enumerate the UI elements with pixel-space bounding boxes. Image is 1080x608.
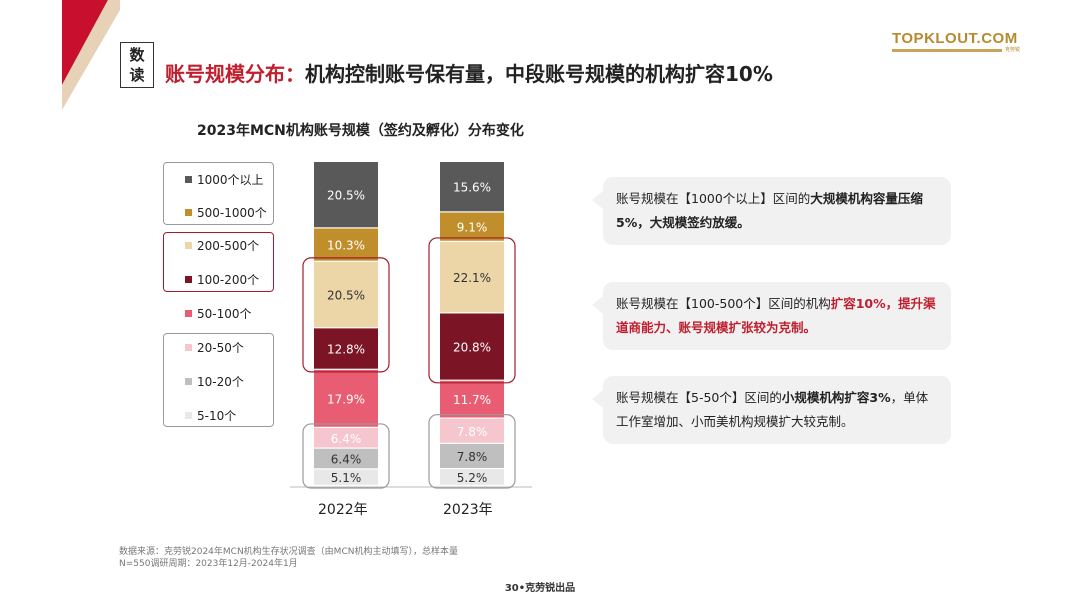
highlight-box-mid	[428, 237, 516, 384]
bar-segment	[314, 369, 378, 427]
brand-logo-name: TOPKLOUT.COM	[892, 30, 1018, 47]
bar-segment	[440, 469, 504, 485]
legend-swatch	[185, 275, 192, 283]
brand-logo-tagline: 克劳锐	[892, 48, 1020, 53]
callout-3-bold: 小规模机构扩容3%	[781, 390, 891, 405]
legend-label: 10-20个	[197, 374, 244, 389]
bar-data-label: 11.7%	[453, 393, 491, 407]
bar-data-label: 17.9%	[327, 392, 365, 406]
callout-3-tail: ，单体工作室增加、小而美机构规模扩大较克制。	[616, 390, 929, 429]
highlight-box-small	[428, 414, 516, 489]
bar-segment	[314, 261, 378, 328]
legend-item: 50-100个	[185, 304, 252, 322]
bar-data-label: 20.5%	[327, 289, 365, 303]
legend-item: 100-200个	[185, 270, 259, 288]
page-title: 账号规模分布：机构控制账号保有量，中段账号规模的机构扩容10%	[165, 58, 773, 87]
legend-group-box-bottom	[163, 333, 274, 427]
bar-segment	[314, 328, 378, 369]
data-source-line-1: 数据来源：克劳锐2024年MCN机构生存状况调查（由MCN机构主动填写），总样本…	[119, 547, 458, 557]
bar-data-label: 12.8%	[327, 343, 365, 357]
data-source-line-2: N=550调研周期：2023年12月-2024年1月	[119, 559, 298, 569]
legend-swatch	[185, 208, 192, 216]
page-footer: 30•克劳锐出品	[504, 583, 576, 594]
callout-2-text: 账号规模在【100-500个】区间的机构	[616, 296, 831, 311]
bar-segment	[314, 427, 378, 448]
bar-data-label: 7.8%	[457, 425, 488, 439]
bar-segment	[314, 448, 378, 469]
brand-logo: TOPKLOUT.COM 克劳锐	[892, 30, 1020, 53]
legend-label: 50-100个	[197, 306, 252, 321]
callout-mid-scale: 账号规模在【100-500个】区间的机构扩容10%，提升渠道商能力、账号规模扩张…	[592, 282, 951, 350]
bar-segment	[440, 418, 504, 443]
insight-badge: 数 读	[120, 42, 154, 88]
legend-swatch	[185, 241, 192, 249]
bar-segment	[440, 380, 504, 418]
bar-data-label: 9.1%	[457, 221, 488, 235]
bar-data-label: 10.3%	[327, 239, 365, 253]
callout-large-scale: 账号规模在【1000个以上】区间的大规模机构容量压缩5%，大规模签约放缓。	[592, 177, 951, 245]
legend-label: 100-200个	[197, 272, 260, 287]
legend-swatch	[185, 343, 192, 351]
callout-3-text: 账号规模在【5-50个】区间的	[616, 390, 782, 405]
badge-line-1: 数	[129, 46, 145, 64]
legend-swatch	[185, 175, 192, 183]
bar-data-label: 20.5%	[327, 189, 365, 203]
callout-2-highlight: 扩容10%，提升渠道商能力、账号规模扩张较为克制。	[616, 296, 936, 335]
highlight-box-mid	[302, 257, 390, 373]
bar-segment	[314, 469, 378, 485]
legend-group-box-top	[163, 162, 274, 225]
legend-item: 20-50个	[185, 338, 244, 356]
bar-data-label: 5.1%	[331, 471, 362, 485]
legend-label: 500-1000个	[197, 205, 267, 220]
legend-swatch	[185, 411, 192, 419]
bar-segment	[314, 228, 378, 261]
x-tick-label-2022: 2022年	[318, 502, 368, 518]
chart-title: 2023年MCN机构账号规模（签约及孵化）分布变化	[197, 123, 524, 139]
legend-label: 200-500个	[197, 238, 260, 253]
callout-1-bold: 大规模机构容量压缩5%，大规模签约放缓。	[616, 191, 923, 230]
legend-item: 10-20个	[185, 372, 244, 390]
bar-segment	[440, 241, 504, 313]
legend-item: 5-10个	[185, 406, 236, 424]
bar-segment	[440, 212, 504, 241]
legend-label: 1000个以上	[197, 172, 264, 187]
callout-1-text: 账号规模在【1000个以上】区间的	[616, 191, 811, 206]
bar-data-label: 22.1%	[453, 271, 491, 285]
bar-data-label: 6.4%	[331, 453, 362, 467]
badge-line-2: 读	[129, 66, 145, 84]
bar-data-label: 15.6%	[453, 181, 491, 195]
legend-item: 1000个以上	[185, 170, 264, 188]
x-tick-label-2023: 2023年	[443, 502, 493, 518]
legend-group-box-mid	[163, 232, 274, 292]
callout-small-scale: 账号规模在【5-50个】区间的小规模机构扩容3%，单体工作室增加、小而美机构规模…	[592, 376, 951, 444]
page-title-main: 机构控制账号保有量，中段账号规模的机构扩容10%	[305, 62, 773, 86]
bar-segment	[440, 443, 504, 468]
bar-data-label: 6.4%	[331, 432, 362, 446]
legend-label: 20-50个	[197, 340, 244, 355]
bar-data-label: 7.8%	[457, 450, 488, 464]
corner-decoration	[62, 0, 120, 110]
bar-data-label: 5.2%	[457, 471, 488, 485]
bar-segment	[314, 162, 378, 228]
legend-swatch	[185, 309, 192, 317]
legend-item: 200-500个	[185, 236, 259, 254]
bar-segment	[440, 162, 504, 212]
page-title-accent: 账号规模分布：	[165, 62, 305, 86]
legend-label: 5-10个	[197, 408, 237, 423]
legend-item: 500-1000个	[185, 203, 267, 221]
legend-swatch	[185, 377, 192, 385]
highlight-box-small	[302, 423, 390, 489]
bar-segment	[440, 313, 504, 380]
brand-logo-sub: 克劳锐	[1004, 47, 1020, 53]
bar-data-label: 20.8%	[453, 341, 491, 355]
data-source-note: 数据来源：克劳锐2024年MCN机构生存状况调查（由MCN机构主动填写），总样本…	[119, 546, 458, 570]
